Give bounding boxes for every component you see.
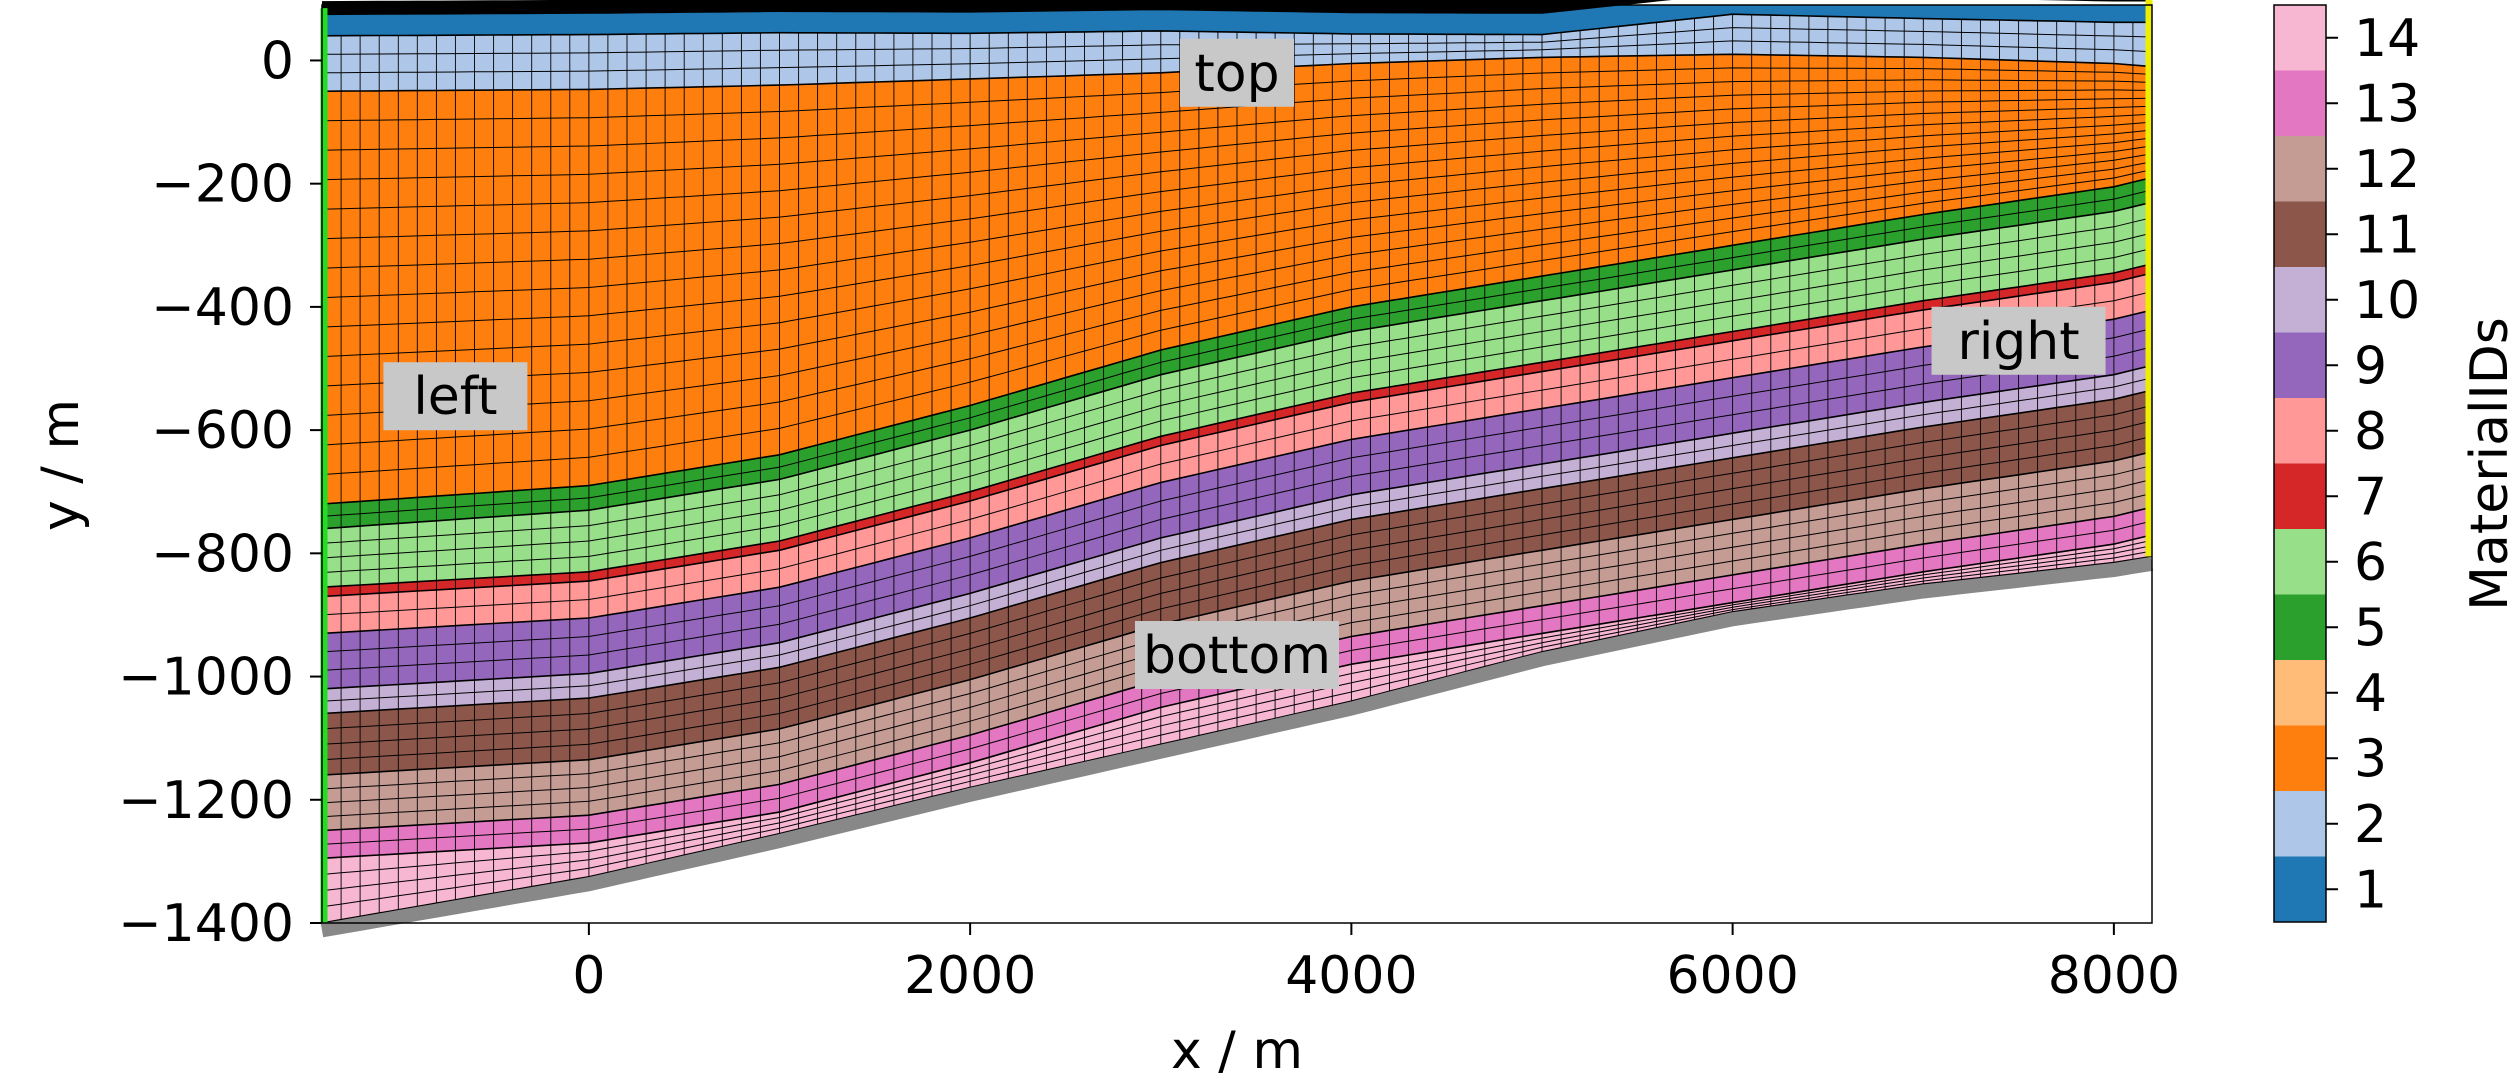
colorbar-label-8: 8 (2354, 402, 2387, 462)
layer-boundary-0 (322, 13, 2152, 37)
material-layer-3 (322, 54, 2152, 505)
x-tick-label: 0 (572, 946, 605, 1006)
colorbar-label-1: 1 (2354, 860, 2387, 920)
layer-boundary-7 (322, 364, 2152, 690)
colorbar-label-13: 13 (2354, 74, 2420, 134)
label-top: top (1194, 44, 1279, 104)
colorbar-label-10: 10 (2354, 271, 2420, 331)
material-layer-6 (322, 202, 2152, 588)
bottom-boundary-line (320, 556, 2154, 938)
label-box-right (1931, 306, 2106, 375)
colorbar-swatch-5 (2274, 594, 2326, 660)
material-layer-9 (322, 310, 2152, 689)
layer-boundary-6 (322, 309, 2152, 635)
colorbar-label-12: 12 (2354, 140, 2420, 200)
colorbar-label-7: 7 (2354, 467, 2387, 527)
label-box-left (383, 362, 528, 431)
x-tick-label: 8000 (2048, 946, 2180, 1006)
layer-boundary-4 (322, 263, 2152, 588)
colorbar-swatch-3 (2274, 725, 2326, 791)
colorbar-frame (2273, 4, 2327, 923)
colorbar-swatch-13 (2274, 70, 2326, 136)
colorbar-label-14: 14 (2354, 9, 2420, 69)
colorbar-swatch-7 (2274, 463, 2326, 529)
label-box-bottom (1135, 620, 1339, 689)
y-tick-label: −600 (151, 401, 294, 461)
colorbar-title: MaterialIDs (2460, 317, 2520, 611)
colorbar-swatch-14 (2274, 5, 2326, 71)
y-axis-title: y / m (31, 399, 91, 531)
layer-boundary-8 (322, 389, 2152, 715)
material-layer-7 (322, 263, 2152, 597)
colorbar-swatch-6 (2274, 529, 2326, 595)
material-layer-1 (322, 5, 2152, 36)
label-box-top (1180, 38, 1294, 107)
y-tick-label: −1400 (118, 894, 294, 954)
label-left: left (413, 367, 497, 427)
layer-boundary-12 (322, 555, 2152, 923)
y-tick-label: 0 (261, 31, 294, 91)
x-axis: 0 2000 4000 6000 8000 (572, 923, 2180, 1006)
plot-frame (321, 4, 2153, 924)
layer-boundary-3 (322, 201, 2152, 530)
y-tick-label: −800 (151, 524, 294, 584)
colorbar-swatch-1 (2274, 856, 2326, 922)
layer-boundary-5 (322, 272, 2152, 598)
mesh-plot (322, 5, 2152, 923)
colorbar-label-11: 11 (2354, 205, 2420, 265)
material-layer-14 (322, 534, 2152, 923)
colorbar-label-4: 4 (2354, 664, 2387, 724)
y-tick-label: −1000 (118, 648, 294, 708)
layer-boundary-9 (322, 450, 2152, 776)
colorbar-swatch-8 (2274, 398, 2326, 464)
x-tick-label: 2000 (904, 946, 1036, 1006)
colorbar-swatch-11 (2274, 201, 2326, 267)
layer-boundary-2 (322, 176, 2152, 505)
y-tick-label: −200 (151, 155, 294, 215)
colorbar-label-9: 9 (2354, 336, 2387, 396)
x-tick-label: 4000 (1285, 946, 1417, 1006)
colorbar-label-6: 6 (2354, 533, 2387, 593)
x-axis-title: x / m (1171, 1021, 1303, 1080)
y-tick-label: −1200 (118, 771, 294, 831)
colorbar-swatch-9 (2274, 332, 2326, 398)
label-bottom: bottom (1143, 626, 1331, 686)
label-right: right (1957, 312, 2079, 372)
layer-boundary-11 (322, 534, 2152, 860)
material-layer-5 (322, 177, 2152, 529)
material-layer-10 (322, 365, 2152, 714)
colorbar-label-5: 5 (2354, 598, 2387, 658)
colorbar-label-3: 3 (2354, 729, 2387, 789)
x-tick-label: 6000 (1666, 946, 1798, 1006)
y-axis: 0 −200 −400 −600 −800 −1000 −1200 −1400 (118, 31, 322, 954)
colorbar-swatch-10 (2274, 267, 2326, 333)
material-layer-11 (322, 390, 2152, 776)
colorbar-swatch-12 (2274, 136, 2326, 202)
material-fill-7 (322, 263, 2152, 597)
colorbar-swatch-2 (2274, 791, 2326, 857)
y-tick-label: −400 (151, 278, 294, 338)
colorbar-swatch-4 (2274, 660, 2326, 726)
colorbar-label-2: 2 (2354, 795, 2387, 855)
boundary-labels: top left right bottom (383, 38, 2106, 689)
